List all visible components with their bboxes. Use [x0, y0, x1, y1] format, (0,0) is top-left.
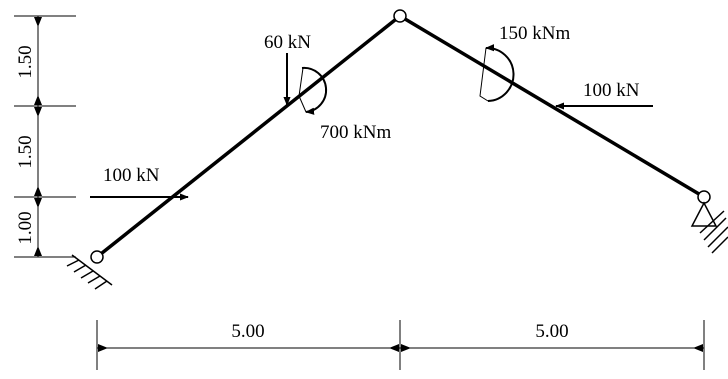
- force-top-label: 60 kN: [264, 32, 311, 53]
- support-right: [690, 201, 728, 254]
- vertical-dimension: [14, 15, 76, 258]
- frame-members: [95, 14, 706, 259]
- force-left-label: 100 kN: [103, 165, 160, 186]
- support-left: [66, 254, 113, 290]
- dim-horizontal-1: 5.00: [231, 321, 264, 342]
- horizontal-dimension: [96, 320, 705, 370]
- hinge-left-support: [90, 250, 104, 264]
- vertical-dimension-arrows: [34, 17, 42, 256]
- dim-vertical-1: 1.50: [15, 45, 36, 78]
- moment-left-label: 700 kNm: [320, 122, 391, 143]
- force-right-label: 100 kN: [583, 80, 640, 101]
- right-member: [398, 14, 706, 199]
- dim-vertical-2: 1.50: [15, 135, 36, 168]
- moment-left-angle: [298, 67, 307, 113]
- moment-left-arc: [301, 66, 328, 115]
- moment-right-arc: [485, 44, 515, 102]
- hinge-right-support: [697, 190, 711, 204]
- moment-right-label: 150 kNm: [499, 23, 570, 44]
- dim-vertical-3: 1.00: [15, 211, 36, 244]
- dim-horizontal-2: 5.00: [535, 321, 568, 342]
- left-member: [95, 14, 402, 259]
- horizontal-dimension-arrows: [98, 344, 703, 352]
- hinge-top: [393, 9, 407, 23]
- moment-right-angle: [479, 47, 489, 102]
